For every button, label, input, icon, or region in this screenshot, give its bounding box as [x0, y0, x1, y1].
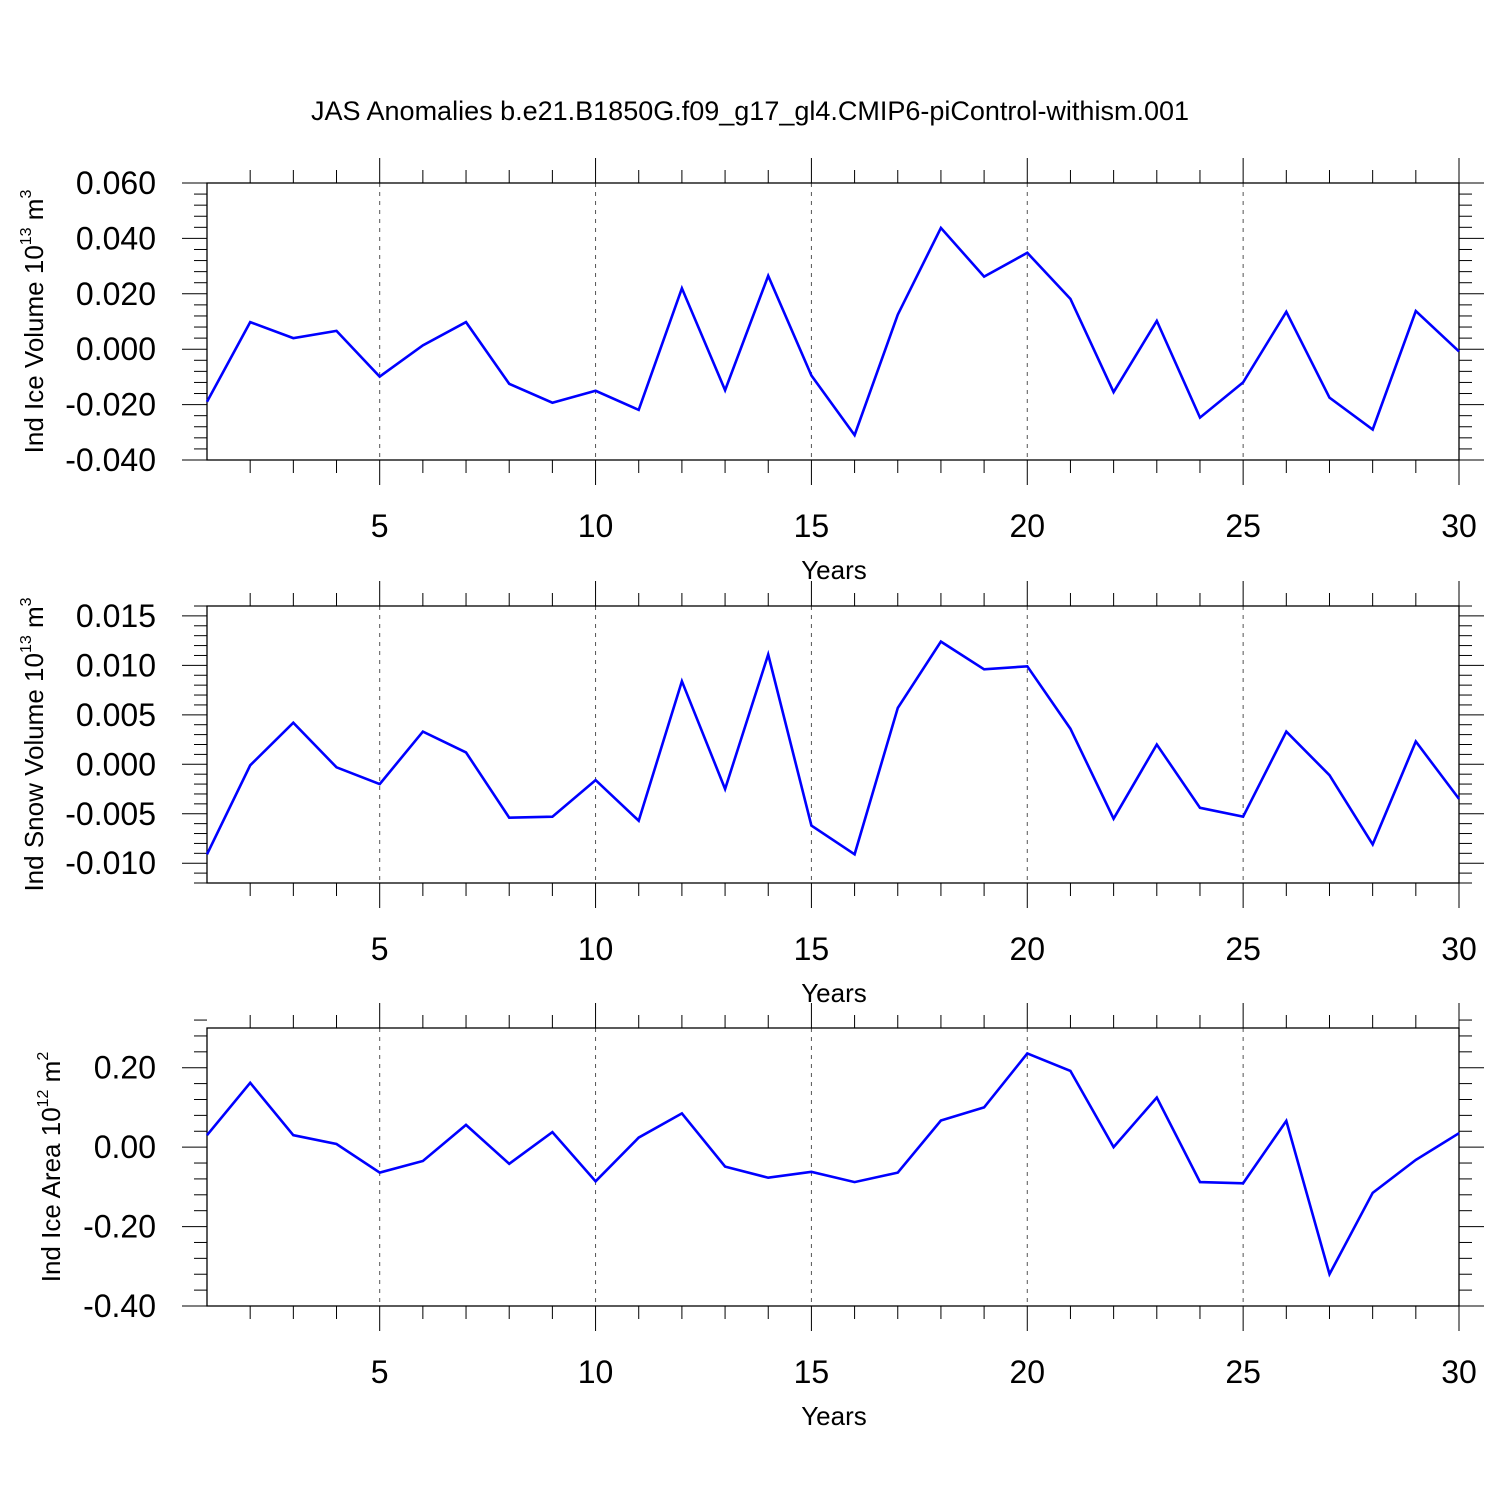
- x-tick-label: 25: [1225, 1354, 1261, 1390]
- x-tick-label: 10: [578, 508, 614, 544]
- x-tick-label: 30: [1441, 931, 1477, 967]
- x-tick-label: 15: [794, 1354, 830, 1390]
- x-tick-label: 20: [1009, 1354, 1045, 1390]
- x-tick-label: 5: [371, 508, 389, 544]
- x-tick-label: 15: [794, 508, 830, 544]
- x-tick-label: 30: [1441, 1354, 1477, 1390]
- x-axis-label: Years: [801, 978, 867, 1008]
- x-axis-label: Years: [801, 1401, 867, 1431]
- data-series-line: [205, 1051, 1460, 1278]
- y-tick-label: -0.005: [65, 796, 156, 832]
- x-tick-label: 30: [1441, 508, 1477, 544]
- panel-1: 5 10 15 20 25 30 -0.040 -0.020 0.000 0.020 0.040 0.…: [18, 158, 1484, 585]
- y-tick-label: 0.00: [94, 1129, 156, 1165]
- x-tick-label: 10: [578, 1354, 614, 1390]
- x-tick-label: 25: [1225, 508, 1261, 544]
- x-tick-label: 5: [371, 1354, 389, 1390]
- y-tick-label: -0.40: [83, 1288, 156, 1324]
- x-tick-label: 20: [1009, 508, 1045, 544]
- data-series-line: [205, 225, 1460, 438]
- y-tick-label: 0.000: [76, 331, 156, 367]
- x-tick-label: 25: [1225, 931, 1261, 967]
- x-tick-label: 10: [578, 931, 614, 967]
- y-tick-label: -0.040: [65, 442, 156, 478]
- y-tick-label: 0.000: [76, 746, 156, 782]
- x-tick-label: 15: [794, 931, 830, 967]
- x-tick-label: 20: [1009, 931, 1045, 967]
- y-tick-label: -0.010: [65, 845, 156, 881]
- plot-frame: [206, 182, 1460, 461]
- y-axis-label: Ind Ice Area 1012 m2: [35, 1052, 66, 1283]
- panel-3: 5 10 15 20 25 30 -0.40 -0.20 0.00 0.20 Years Ind Ic…: [35, 1003, 1484, 1431]
- plot-frame: [206, 1027, 1460, 1307]
- y-tick-label: 0.010: [76, 647, 156, 683]
- data-series-line: [205, 639, 1461, 857]
- y-tick-label: 0.040: [76, 220, 156, 256]
- y-axis-label: Ind Snow Volume 1013 m3: [18, 597, 49, 891]
- y-tick-label: 0.020: [76, 276, 156, 312]
- y-tick-label: 0.005: [76, 697, 156, 733]
- y-axis-label: Ind Ice Volume 1013 m3: [18, 190, 49, 454]
- y-tick-label: 0.20: [94, 1050, 156, 1086]
- y-tick-label: -0.20: [83, 1209, 156, 1245]
- x-axis-label: Years: [801, 555, 867, 585]
- panel-2: 5 10 15 20 25 30 -0.010 -0.005 0.000 0.005 0.010 0.…: [18, 581, 1484, 1008]
- y-tick-label: 0.060: [76, 165, 156, 201]
- x-tick-label: 5: [371, 931, 389, 967]
- y-tick-label: 0.015: [76, 598, 156, 634]
- chart-title: JAS Anomalies b.e21.B1850G.f09_g17_gl4.C…: [311, 96, 1189, 126]
- y-tick-label: -0.020: [65, 387, 156, 423]
